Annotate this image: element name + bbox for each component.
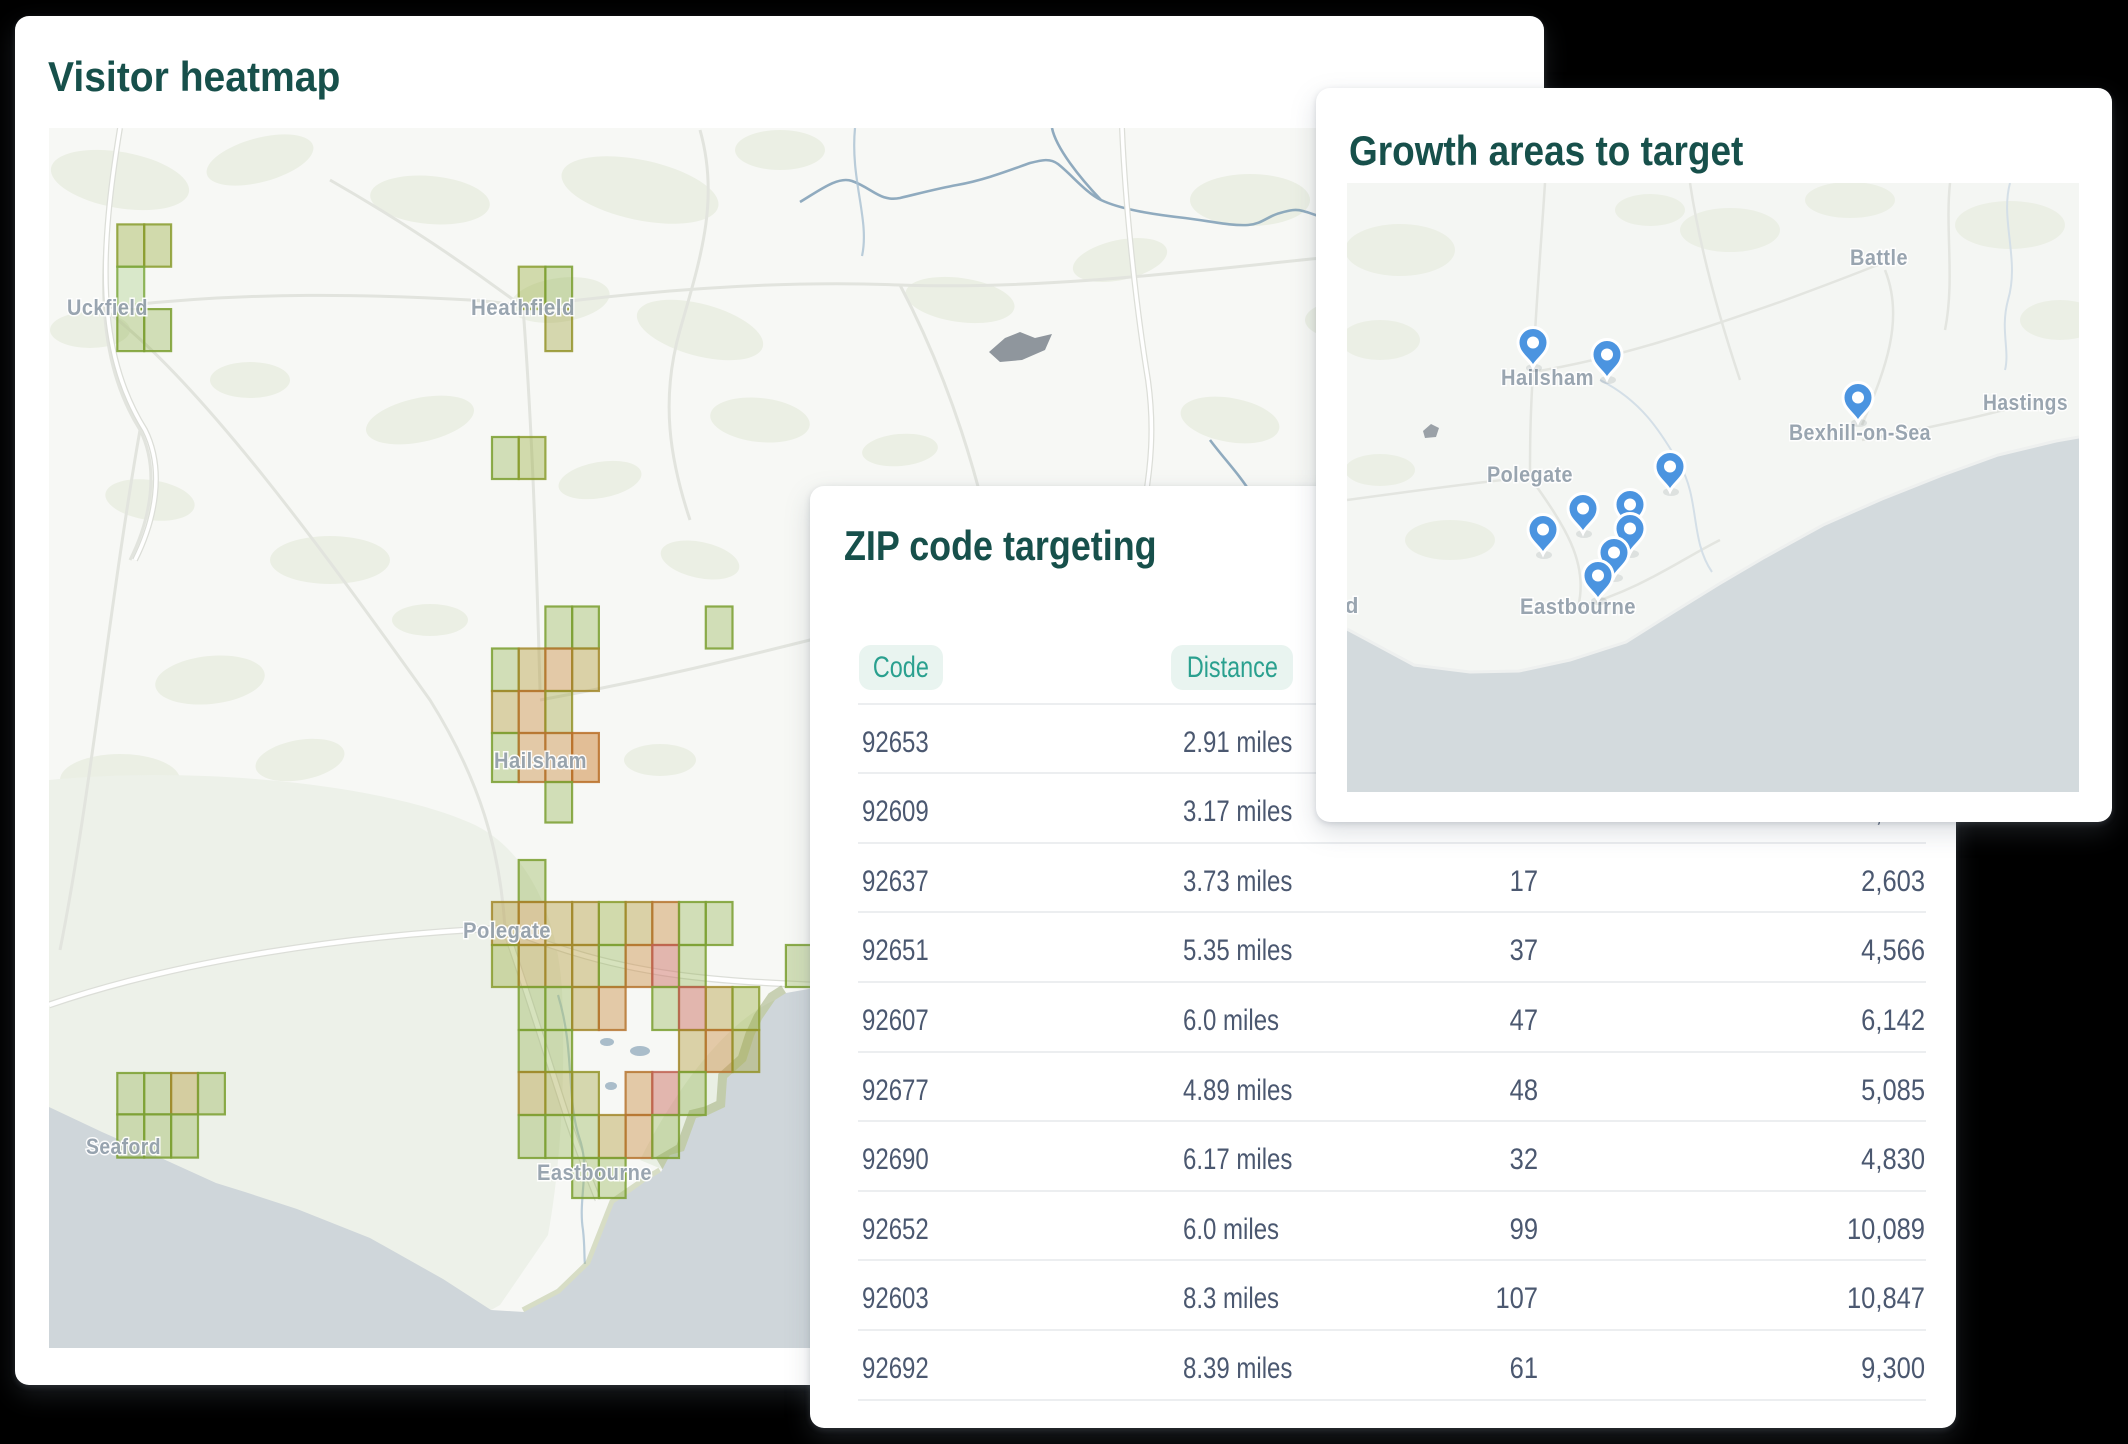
svg-text:Battle: Battle [1850, 245, 1908, 270]
svg-text:Hailsham: Hailsham [494, 748, 587, 773]
svg-text:Hastings: Hastings [1983, 390, 2068, 415]
svg-text:Eastbourne: Eastbourne [1520, 594, 1636, 619]
svg-text:Uckfield: Uckfield [67, 295, 148, 320]
svg-text:Polegate: Polegate [1487, 462, 1573, 487]
svg-text:Hailsham: Hailsham [1501, 365, 1594, 390]
svg-text:Bexhill-on-Sea: Bexhill-on-Sea [1789, 420, 1931, 445]
svg-text:Seaford: Seaford [86, 1134, 161, 1159]
svg-text:Eastbourne: Eastbourne [537, 1160, 652, 1185]
svg-text:d: d [1347, 593, 1359, 618]
svg-text:Heathfield: Heathfield [471, 295, 575, 320]
svg-text:Polegate: Polegate [463, 918, 551, 943]
